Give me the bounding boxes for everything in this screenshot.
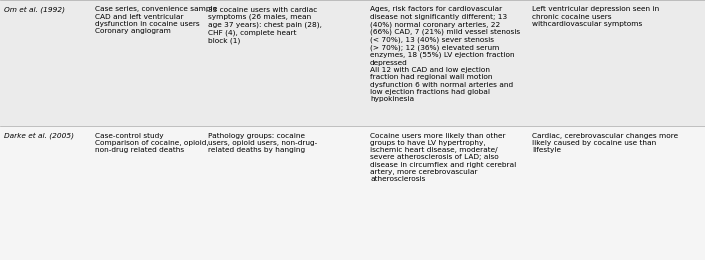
Text: Om et al. (1992): Om et al. (1992) [4,6,65,13]
Text: Ages, risk factors for cardiovascular
disease not significantly different; 13
(4: Ages, risk factors for cardiovascular di… [370,6,520,102]
Text: Darke et al. (2005): Darke et al. (2005) [4,133,73,139]
Text: Case-control study
Comparison of cocaine, opioid,
non-drug related deaths: Case-control study Comparison of cocaine… [95,133,209,153]
Text: Pathology groups: cocaine
users, opioid users, non-drug-
related deaths by hangi: Pathology groups: cocaine users, opioid … [208,133,317,153]
Bar [0,0,705,126]
Text: 33 cocaine users with cardiac
symptoms (26 males, mean
age 37 years): chest pain: 33 cocaine users with cardiac symptoms (… [208,6,322,43]
Text: Cardiac, cerebrovascular changes more
likely caused by cocaine use than
lifestyl: Cardiac, cerebrovascular changes more li… [532,133,678,153]
Text: Case series, convenience sample
CAD and left ventricular
dysfunction in cocaine : Case series, convenience sample CAD and … [95,6,217,34]
Text: Cocaine users more likely than other
groups to have LV hypertrophy,
ischemic hea: Cocaine users more likely than other gro… [370,133,516,182]
Bar [0,126,705,260]
Text: Left ventricular depression seen in
chronic cocaine users
withcardiovascular sym: Left ventricular depression seen in chro… [532,6,659,27]
